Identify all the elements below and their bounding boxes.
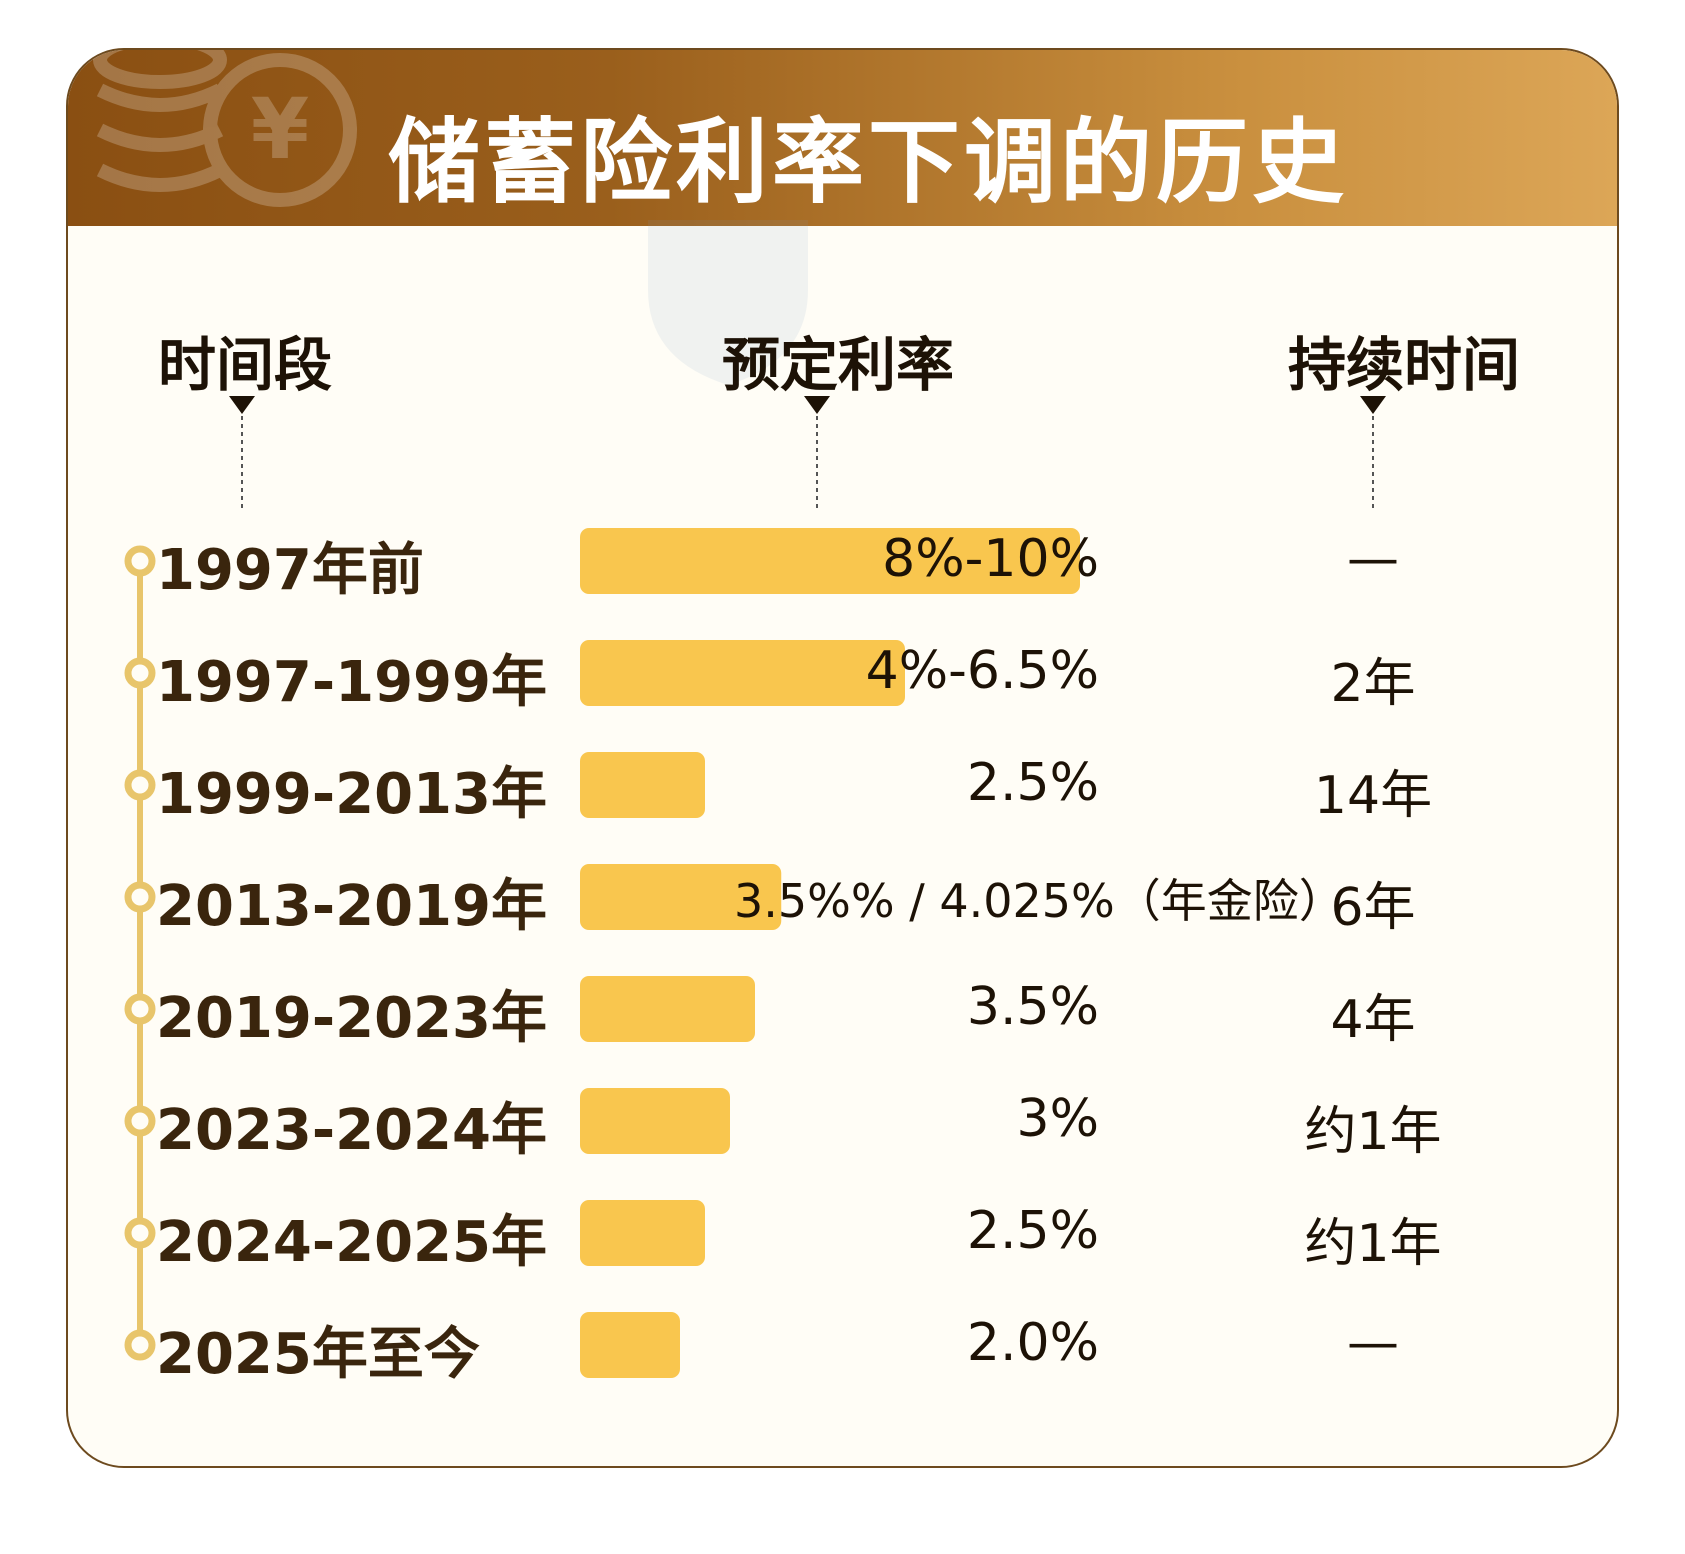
value-label: 2.5% [966,1201,1099,1261]
duration-label: 14年 [1313,766,1433,826]
timeline-dot [124,881,156,913]
timeline-dot [124,657,156,689]
timeline-dot [124,1105,156,1137]
timeline-dot [124,769,156,801]
timeline-dot [124,993,156,1025]
duration-label: 6年 [1330,878,1416,938]
bar-chart [124,396,1386,1378]
value-label: 3.5%% / 4.025%（年金险） [734,874,1345,928]
value-label: 4%-6.5% [865,641,1099,701]
value-label: 3% [1016,1089,1100,1149]
value-label: 8%-10% [882,529,1099,589]
timeline-dot [124,545,156,577]
header-pointer-icon [229,396,255,414]
category-label: 2019-2023年 [156,986,547,1051]
category-label: 1997-1999年 [156,650,547,715]
bar [580,528,1080,594]
bar [580,640,905,706]
timeline-dot [124,1217,156,1249]
header-pointer-icon [804,396,830,414]
duration-label: 约1年 [1304,1214,1442,1274]
bar [580,1200,705,1266]
timeline-dot [124,1329,156,1361]
value-label: 3.5% [966,977,1099,1037]
category-label: 2023-2024年 [156,1098,547,1163]
chart-title: 储蓄险利率下调的历史 [388,109,1349,216]
duration-label: — [1347,529,1399,589]
bar [580,864,782,930]
value-label: 2.0% [966,1313,1099,1373]
column-header-period: 时间段 [158,331,333,399]
category-label: 2025年至今 [156,1322,480,1387]
bar [580,1088,730,1154]
bar [580,752,705,818]
duration-label: — [1347,1313,1399,1373]
category-label: 1999-2013年 [156,762,547,827]
yuan-coin-icon: ¥ [93,50,357,207]
chart-card: ¥ 储蓄险利率下调的历史 时间段 预定利率 持续时间 1997年前 8%-10% —… [66,48,1619,1468]
category-label: 2024-2025年 [156,1210,547,1275]
category-label: 1997年前 [156,538,424,603]
duration-label: 4年 [1330,990,1416,1050]
column-header-rate: 预定利率 [722,331,955,399]
header-pointer-icon [1360,396,1386,414]
category-label: 2013-2019年 [156,874,547,939]
value-label: 2.5% [966,753,1099,813]
bar [580,1312,680,1378]
bar [580,976,755,1042]
duration-label: 约1年 [1304,1102,1442,1162]
duration-label: 2年 [1330,654,1416,714]
svg-text:¥: ¥ [251,80,309,178]
column-header-duration: 持续时间 [1288,331,1521,399]
header-banner: ¥ 储蓄险利率下调的历史 [68,50,1617,226]
